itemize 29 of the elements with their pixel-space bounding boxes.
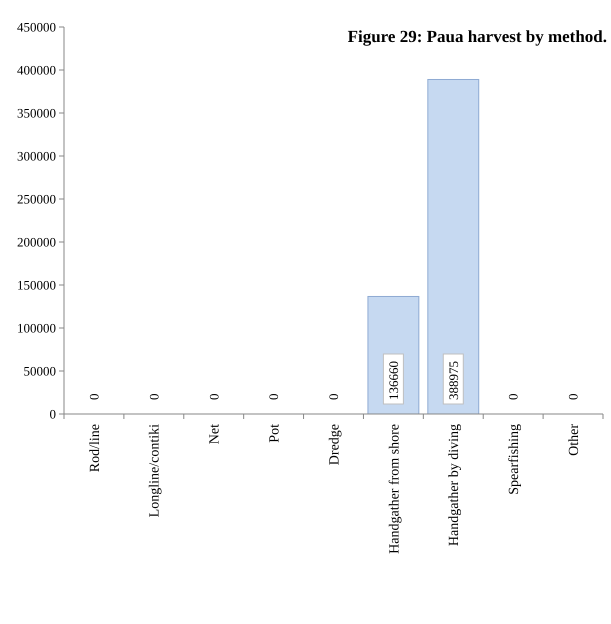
data-label: 0 xyxy=(506,394,521,400)
x-tick-label: Longline/contiki xyxy=(148,424,163,518)
data-label: 0 xyxy=(566,394,581,400)
y-tick-label: 150000 xyxy=(17,278,56,293)
y-tick-label: 250000 xyxy=(17,192,56,207)
y-tick-label: 450000 xyxy=(17,20,56,35)
data-label: 0 xyxy=(266,394,282,400)
x-tick-label: Handgather from shore xyxy=(387,424,402,554)
y-tick-label: 100000 xyxy=(17,320,56,336)
x-tick-label: Other xyxy=(566,424,582,456)
chart-title: Figure 29: Paua harvest by method. xyxy=(348,27,607,46)
y-tick-label: 300000 xyxy=(17,148,56,164)
x-tick-label: Spearfishing xyxy=(507,424,522,495)
x-tick-label: Rod/line xyxy=(88,424,103,472)
y-tick-label: 200000 xyxy=(17,234,56,250)
data-label: 388975 xyxy=(446,361,461,400)
x-tick-label: Pot xyxy=(268,424,283,443)
data-label: 0 xyxy=(86,394,102,400)
data-label: 136660 xyxy=(386,361,401,400)
x-tick-label: Net xyxy=(208,424,223,444)
data-label: 0 xyxy=(146,394,162,400)
x-tick-label: Handgather by diving xyxy=(447,424,462,546)
data-label: 0 xyxy=(326,394,342,400)
y-tick-label: 0 xyxy=(50,406,56,422)
y-tick-label: 350000 xyxy=(17,106,56,121)
x-tick-label: Dredge xyxy=(327,424,342,466)
y-tick-label: 50000 xyxy=(24,364,56,379)
data-label: 0 xyxy=(206,394,222,400)
y-tick-label: 400000 xyxy=(17,62,56,78)
